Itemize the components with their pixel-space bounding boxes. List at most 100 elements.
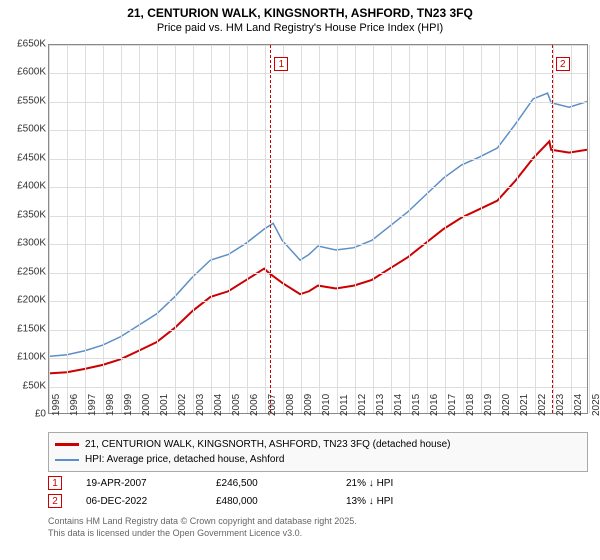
gridline-h [49, 102, 587, 103]
y-axis-label: £200K [17, 295, 46, 306]
gridline-v [265, 45, 266, 413]
y-axis-label: £400K [17, 181, 46, 192]
marker-row-date: 19-APR-2007 [86, 478, 216, 489]
x-axis-label: 2025 [591, 394, 600, 416]
gridline-v [589, 45, 590, 413]
gridline-v [49, 45, 50, 413]
legend-swatch [55, 459, 79, 461]
x-axis-label: 1997 [87, 394, 98, 416]
gridline-v [121, 45, 122, 413]
x-axis-label: 2016 [429, 394, 440, 416]
chart-container: 21, CENTURION WALK, KINGSNORTH, ASHFORD,… [0, 0, 600, 560]
gridline-h [49, 301, 587, 302]
gridline-v [391, 45, 392, 413]
gridline-v [553, 45, 554, 413]
y-axis-label: £650K [17, 39, 46, 50]
marker-number-box: 1 [274, 57, 288, 71]
marker-table-row: 2 06-DEC-2022£480,00013% ↓ HPI [48, 492, 476, 510]
series-line [49, 93, 587, 356]
y-axis-label: £50K [23, 380, 46, 391]
x-axis-label: 2024 [573, 394, 584, 416]
marker-number-box: 2 [556, 57, 570, 71]
attribution-footer: Contains HM Land Registry data © Crown c… [48, 516, 357, 539]
gridline-v [175, 45, 176, 413]
y-axis-label: £350K [17, 209, 46, 220]
gridline-v [103, 45, 104, 413]
chart-title-line2: Price paid vs. HM Land Registry's House … [0, 22, 600, 38]
marker-row-num: 2 [48, 494, 62, 508]
gridline-v [571, 45, 572, 413]
x-axis-label: 2009 [303, 394, 314, 416]
x-axis-label: 2005 [231, 394, 242, 416]
gridline-v [319, 45, 320, 413]
x-axis-label: 2020 [501, 394, 512, 416]
gridline-v [499, 45, 500, 413]
y-axis-label: £150K [17, 323, 46, 334]
marker-row-num: 1 [48, 476, 62, 490]
gridline-h [49, 159, 587, 160]
gridline-v [517, 45, 518, 413]
gridline-v [409, 45, 410, 413]
x-axis-label: 1998 [105, 394, 116, 416]
chart-title-line1: 21, CENTURION WALK, KINGSNORTH, ASHFORD,… [0, 0, 600, 22]
y-axis-label: £250K [17, 266, 46, 277]
x-axis-label: 2022 [537, 394, 548, 416]
legend-label: HPI: Average price, detached house, Ashf… [85, 454, 284, 465]
gridline-h [49, 330, 587, 331]
gridline-v [481, 45, 482, 413]
gridline-v [355, 45, 356, 413]
gridline-h [49, 130, 587, 131]
marker-row-price: £246,500 [216, 478, 346, 489]
gridline-v [193, 45, 194, 413]
x-axis-label: 2012 [357, 394, 368, 416]
gridline-v [283, 45, 284, 413]
marker-annotation-table: 1 19-APR-2007£246,50021% ↓ HPI 2 06-DEC-202… [48, 474, 476, 510]
gridline-v [301, 45, 302, 413]
marker-row-date: 06-DEC-2022 [86, 496, 216, 507]
marker-row-delta: 13% ↓ HPI [346, 496, 476, 507]
marker-row-delta: 21% ↓ HPI [346, 478, 476, 489]
gridline-v [229, 45, 230, 413]
y-axis-label: £100K [17, 352, 46, 363]
gridline-h [49, 187, 587, 188]
y-axis-label: £600K [17, 67, 46, 78]
marker-line [552, 45, 553, 413]
gridline-h [49, 358, 587, 359]
gridline-v [337, 45, 338, 413]
marker-table-row: 1 19-APR-2007£246,50021% ↓ HPI [48, 474, 476, 492]
gridline-h [49, 244, 587, 245]
x-axis-label: 2003 [195, 394, 206, 416]
footer-line2: This data is licensed under the Open Gov… [48, 528, 357, 540]
legend-row: 21, CENTURION WALK, KINGSNORTH, ASHFORD,… [55, 437, 581, 452]
x-axis-label: 2019 [483, 394, 494, 416]
gridline-v [157, 45, 158, 413]
x-axis-label: 2006 [249, 394, 260, 416]
x-axis-label: 2001 [159, 394, 170, 416]
legend-box: 21, CENTURION WALK, KINGSNORTH, ASHFORD,… [48, 432, 588, 472]
y-axis-label: £0 [35, 409, 46, 420]
x-axis-label: 1995 [51, 394, 62, 416]
x-axis-label: 2018 [465, 394, 476, 416]
x-axis-label: 2023 [555, 394, 566, 416]
gridline-h [49, 387, 587, 388]
y-axis-label: £300K [17, 238, 46, 249]
gridline-v [463, 45, 464, 413]
x-axis-label: 2015 [411, 394, 422, 416]
marker-row-price: £480,000 [216, 496, 346, 507]
gridline-v [67, 45, 68, 413]
x-axis-label: 2011 [339, 394, 350, 416]
gridline-h [49, 273, 587, 274]
gridline-v [85, 45, 86, 413]
marker-line [270, 45, 271, 413]
footer-line1: Contains HM Land Registry data © Crown c… [48, 516, 357, 528]
x-axis-label: 2014 [393, 394, 404, 416]
x-axis-label: 2002 [177, 394, 188, 416]
gridline-v [445, 45, 446, 413]
legend-swatch [55, 443, 79, 446]
x-axis-label: 2004 [213, 394, 224, 416]
gridline-v [535, 45, 536, 413]
x-axis-label: 2007 [267, 394, 278, 416]
x-axis-label: 2021 [519, 394, 530, 416]
series-line [49, 141, 587, 373]
x-axis-label: 2000 [141, 394, 152, 416]
